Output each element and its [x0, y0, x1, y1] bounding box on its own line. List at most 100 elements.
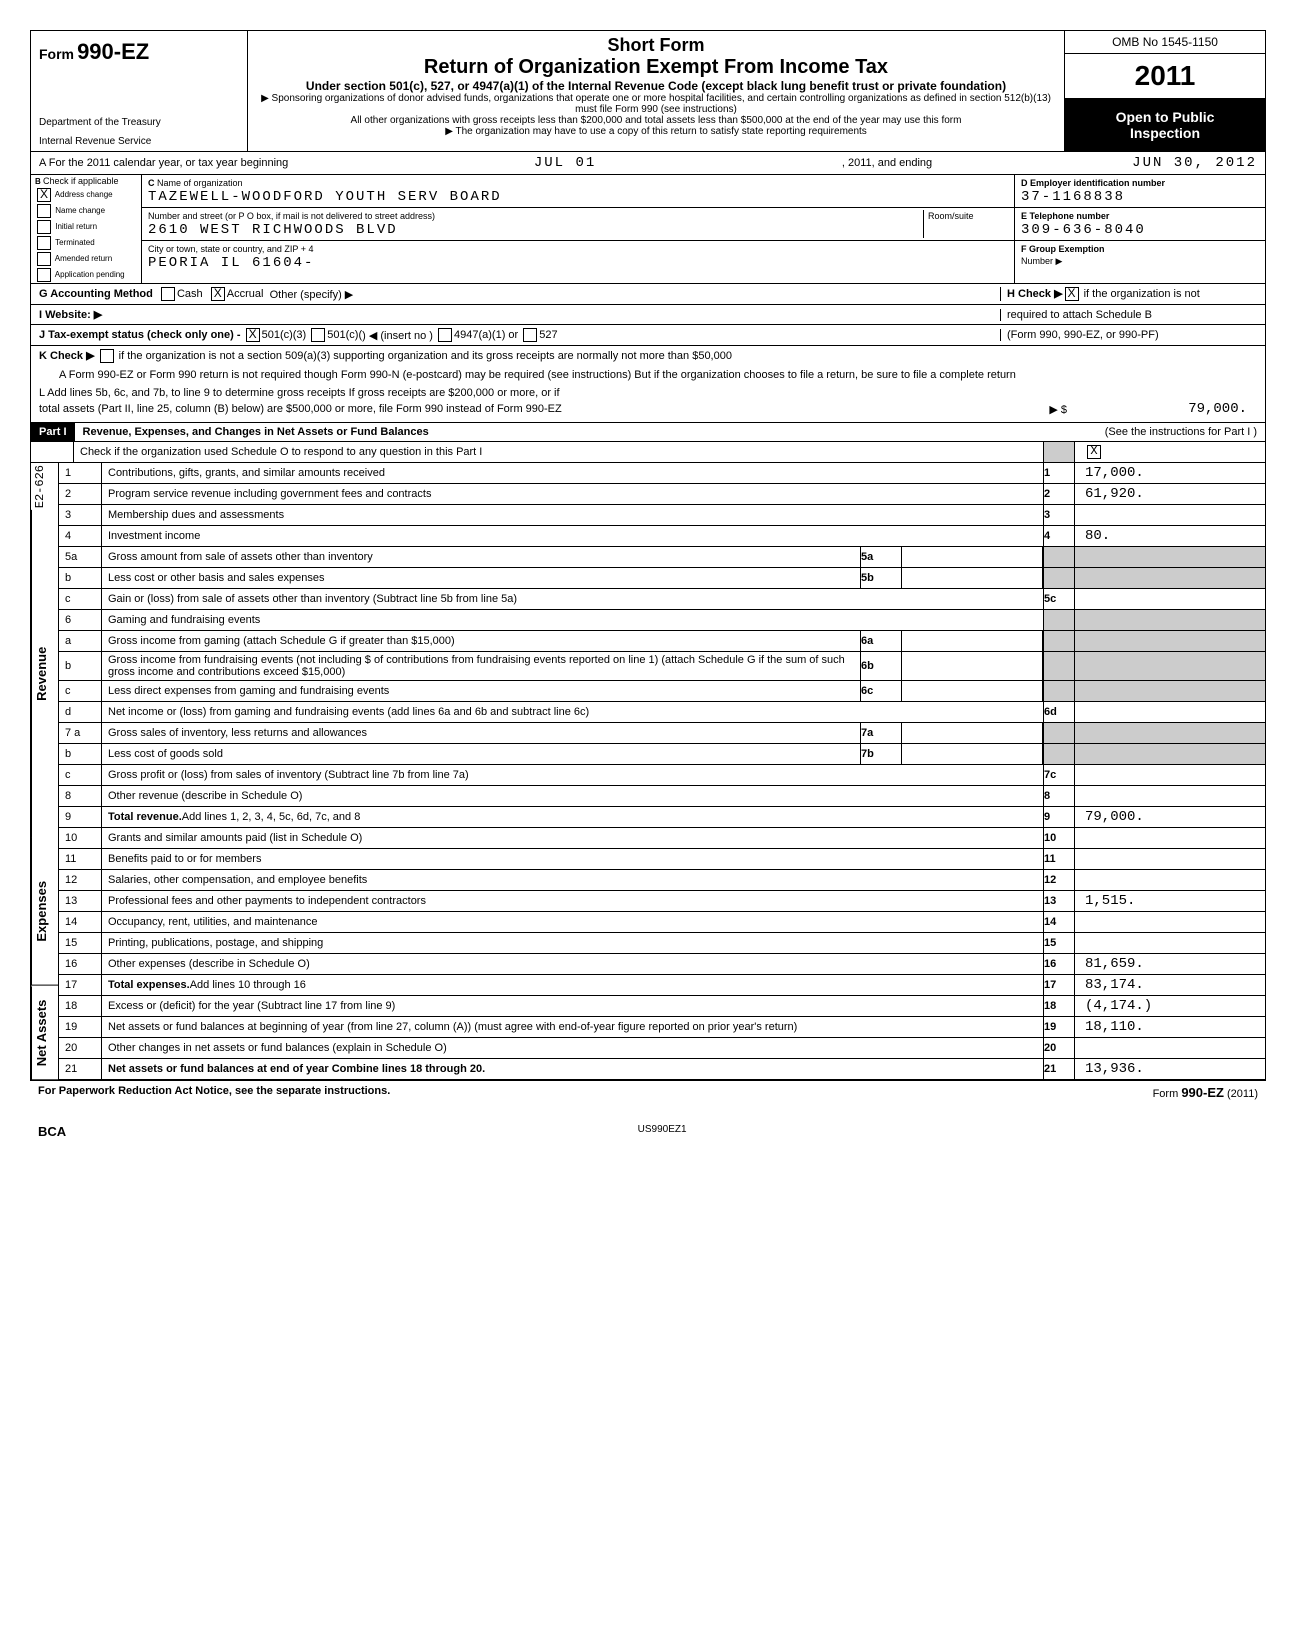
form-page: Form 990-EZ Department of the Treasury I… — [30, 30, 1266, 1081]
row-ref: 8 — [1043, 786, 1075, 806]
part1-title: Revenue, Expenses, and Changes in Net As… — [75, 423, 437, 441]
line-a-begin: JUL 01 — [288, 155, 842, 171]
col-def: D Employer identification number 37-1168… — [1015, 175, 1265, 283]
opt-address-change[interactable]: X Address change — [31, 187, 141, 203]
row-number: 15 — [59, 933, 102, 953]
bca-label: BCA — [38, 1124, 66, 1139]
h-text1: if the organization is not — [1084, 288, 1200, 300]
row-description: Net income or (loss) from gaming and fun… — [102, 702, 1043, 722]
form-header: Form 990-EZ Department of the Treasury I… — [31, 31, 1265, 152]
row-amount-shaded — [1075, 631, 1265, 651]
side-labels: E2-626 Revenue Expenses Net Assets — [31, 463, 59, 1080]
c-label: C — [148, 178, 155, 188]
row-ref-shaded — [1043, 681, 1075, 701]
row-amount: 18,110. — [1075, 1017, 1265, 1037]
data-row: 15Printing, publications, postage, and s… — [59, 933, 1265, 954]
line-a: A For the 2011 calendar year, or tax yea… — [31, 152, 1265, 175]
row-amount — [1075, 870, 1265, 890]
l-text2: total assets (Part II, line 25, column (… — [39, 403, 562, 415]
row-number: 19 — [59, 1017, 102, 1037]
501c-checkbox[interactable] — [311, 328, 325, 342]
data-row: 4Investment income480. — [59, 526, 1265, 547]
opt-terminated[interactable]: Terminated — [31, 235, 141, 251]
row-number: 16 — [59, 954, 102, 974]
row-number: b — [59, 568, 102, 588]
open-line1: Open to Public — [1069, 109, 1261, 125]
row-number: c — [59, 765, 102, 785]
accrual-checkbox[interactable]: X — [211, 287, 225, 301]
note-copy: ▶ The organization may have to use a cop… — [256, 126, 1056, 137]
cash-checkbox[interactable] — [161, 287, 175, 301]
row-amount: 81,659. — [1075, 954, 1265, 974]
f-label: F Group Exemption — [1021, 244, 1105, 254]
row-ref: 16 — [1043, 954, 1075, 974]
l-amount: 79,000. — [1067, 399, 1257, 419]
sub-value — [902, 652, 1043, 680]
revenue-label: Revenue — [31, 510, 58, 838]
form-number: 990-EZ — [77, 39, 149, 64]
row-amount: 80. — [1075, 526, 1265, 546]
row-number: 7 a — [59, 723, 102, 743]
data-row: 3Membership dues and assessments3 — [59, 505, 1265, 526]
527-checkbox[interactable] — [523, 328, 537, 342]
data-row: 1Contributions, gifts, grants, and simil… — [59, 463, 1265, 484]
data-row: 9Total revenue. Add lines 1, 2, 3, 4, 5c… — [59, 807, 1265, 828]
rows-container: 1Contributions, gifts, grants, and simil… — [59, 463, 1265, 1080]
bca-footer: BCA US990EZ1 — [30, 1104, 1266, 1139]
opt-amended[interactable]: Amended return — [31, 251, 141, 267]
data-row: 12Salaries, other compensation, and empl… — [59, 870, 1265, 891]
row-amount: 17,000. — [1075, 463, 1265, 483]
schedule-o-checkbox[interactable]: X — [1087, 445, 1101, 459]
row-amount-shaded — [1075, 723, 1265, 743]
row-number: c — [59, 681, 102, 701]
row-number: 8 — [59, 786, 102, 806]
opt-initial-return[interactable]: Initial return — [31, 219, 141, 235]
opt-name-change[interactable]: Name change — [31, 203, 141, 219]
501c3-checkbox[interactable]: X — [246, 328, 260, 342]
data-row: 19Net assets or fund balances at beginni… — [59, 1017, 1265, 1038]
row-amount — [1075, 933, 1265, 953]
row-amount-shaded — [1075, 568, 1265, 588]
tax-year: 2011 — [1065, 54, 1265, 99]
row-amount — [1075, 505, 1265, 525]
sub-ref: 5b — [860, 568, 902, 588]
h-label: H Check ▶ — [1007, 288, 1063, 300]
addr-label: Number and street (or P O box, if mail i… — [148, 211, 435, 221]
row-ref: 5c — [1043, 589, 1075, 609]
h-text3: (Form 990, 990-EZ, or 990-PF) — [1000, 329, 1257, 341]
col-b-checkboxes: B Check if applicable X Address change N… — [31, 175, 142, 283]
k-checkbox[interactable] — [100, 349, 114, 363]
main-data-area: E2-626 Revenue Expenses Net Assets 1Cont… — [31, 463, 1265, 1080]
4947-checkbox[interactable] — [438, 328, 452, 342]
row-number: 10 — [59, 828, 102, 848]
row-ref: 7c — [1043, 765, 1075, 785]
accrual-label: Accrual — [227, 288, 264, 300]
open-line2: Inspection — [1069, 125, 1261, 141]
row-description: Less cost or other basis and sales expen… — [102, 568, 860, 588]
data-row: cGross profit or (loss) from sales of in… — [59, 765, 1265, 786]
row-number: d — [59, 702, 102, 722]
data-row: 11Benefits paid to or for members11 — [59, 849, 1265, 870]
org-name: TAZEWELL-WOODFORD YOUTH SERV BOARD — [148, 189, 502, 205]
h-checkbox[interactable]: X — [1065, 287, 1079, 301]
bca-center: US990EZ1 — [638, 1124, 687, 1139]
row-ref: 12 — [1043, 870, 1075, 890]
dept-treasury: Department of the Treasury — [31, 113, 247, 132]
e-label: E Telephone number — [1021, 211, 1109, 221]
data-row: 21Net assets or fund balances at end of … — [59, 1059, 1265, 1080]
row-number: 6 — [59, 610, 102, 630]
row-ref: 3 — [1043, 505, 1075, 525]
row-description: Investment income — [102, 526, 1043, 546]
row-amount: 13,936. — [1075, 1059, 1265, 1079]
row-ref: 2 — [1043, 484, 1075, 504]
row-amount-shaded — [1075, 547, 1265, 567]
row-description: Grants and similar amounts paid (list in… — [102, 828, 1043, 848]
netassets-label: Net Assets — [31, 986, 58, 1080]
data-row: 10Grants and similar amounts paid (list … — [59, 828, 1265, 849]
row-amount-shaded — [1075, 652, 1265, 680]
row-description: Total revenue. Add lines 1, 2, 3, 4, 5c,… — [102, 807, 1043, 827]
title-return: Return of Organization Exempt From Incom… — [256, 56, 1056, 79]
row-ref: 20 — [1043, 1038, 1075, 1058]
opt-pending[interactable]: Application pending — [31, 267, 141, 283]
row-description: Other expenses (describe in Schedule O) — [102, 954, 1043, 974]
